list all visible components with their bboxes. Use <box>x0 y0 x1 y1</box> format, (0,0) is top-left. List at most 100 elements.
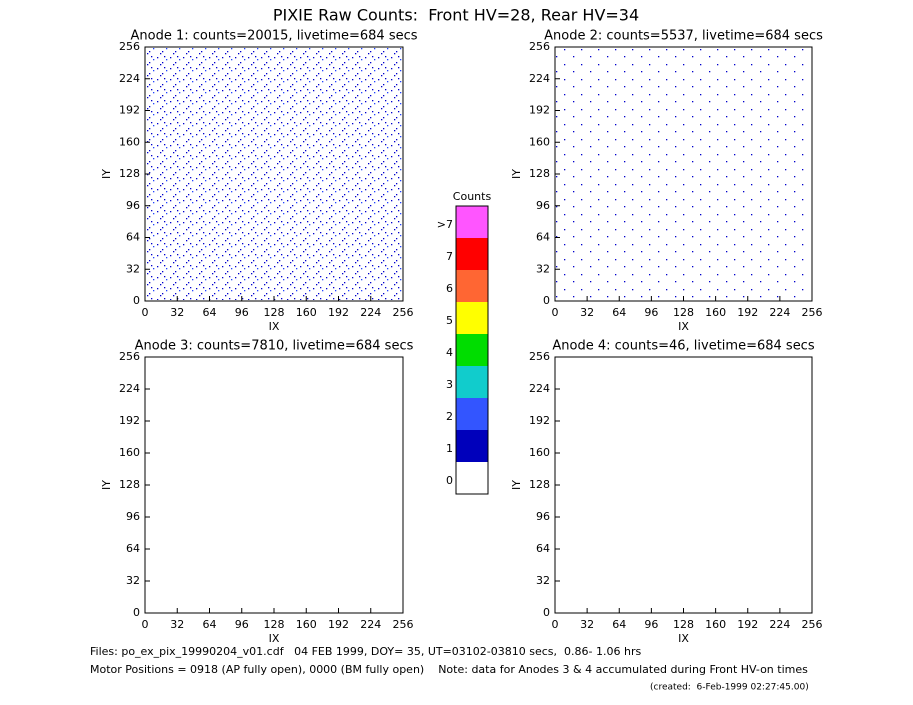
x-tick-label: 224 <box>769 618 790 631</box>
x-tick-label: 128 <box>264 306 285 319</box>
x-tick-label: 0 <box>142 306 149 319</box>
x-tick-label: 192 <box>328 306 349 319</box>
x-tick-label: 256 <box>393 306 414 319</box>
x-tick-label: 160 <box>296 618 317 631</box>
color-cell <box>456 462 488 494</box>
y-tick-label: 192 <box>529 104 550 117</box>
y-tick-label: 64 <box>536 231 550 244</box>
plot-area <box>145 357 403 613</box>
footer-files: Files: po_ex_pix_19990204_v01.cdf 04 FEB… <box>90 645 641 658</box>
footer-created: (created: 6-Feb-1999 02:27:45.00) <box>650 683 809 693</box>
y-tick-label: 224 <box>529 72 550 85</box>
y-tick-label: 160 <box>529 135 550 148</box>
x-tick-label: 0 <box>142 618 149 631</box>
y-axis-label: IY <box>100 480 113 490</box>
x-axis-label: IX <box>269 632 280 645</box>
x-tick-label: 96 <box>644 618 658 631</box>
x-tick-label: 64 <box>203 306 217 319</box>
y-tick-label: 32 <box>126 262 140 275</box>
y-tick-label: 128 <box>529 478 550 491</box>
x-tick-label: 96 <box>235 306 249 319</box>
panel-title: Anode 1: counts=20015, livetime=684 secs <box>130 29 417 44</box>
color-cell <box>456 334 488 366</box>
color-cell <box>456 366 488 398</box>
colorbar-label: 7 <box>446 250 453 263</box>
y-tick-label: 0 <box>543 294 550 307</box>
y-axis-label: IY <box>510 169 523 179</box>
count-texture <box>146 48 402 300</box>
y-axis-label: IY <box>510 480 523 490</box>
plot-area <box>555 357 812 613</box>
x-tick-label: 128 <box>264 618 285 631</box>
colorbar-frame <box>455 205 489 495</box>
y-tick-label: 160 <box>119 446 140 459</box>
y-tick-label: 160 <box>119 135 140 148</box>
panel-title: Anode 4: counts=46, livetime=684 secs <box>552 339 814 354</box>
x-tick-label: 128 <box>673 306 694 319</box>
x-axis-label: IX <box>678 320 689 333</box>
y-tick-label: 224 <box>119 382 140 395</box>
x-tick-label: 192 <box>737 306 758 319</box>
x-tick-label: 192 <box>328 618 349 631</box>
x-tick-label: 256 <box>802 618 823 631</box>
color-cell <box>456 302 488 334</box>
y-tick-label: 256 <box>529 350 550 363</box>
x-tick-label: 128 <box>673 618 694 631</box>
x-tick-label: 64 <box>612 306 626 319</box>
x-tick-label: 160 <box>705 618 726 631</box>
y-tick-label: 128 <box>529 167 550 180</box>
panel-title: Anode 3: counts=7810, livetime=684 secs <box>135 339 414 354</box>
y-tick-label: 96 <box>536 510 550 523</box>
colorbar-label: 3 <box>446 378 453 391</box>
y-tick-label: 64 <box>126 231 140 244</box>
x-tick-label: 32 <box>170 306 184 319</box>
y-tick-label: 256 <box>119 350 140 363</box>
color-cell <box>456 430 488 462</box>
x-tick-label: 64 <box>203 618 217 631</box>
x-tick-label: 224 <box>360 306 381 319</box>
x-axis-label: IX <box>678 632 689 645</box>
footer-motor: Motor Positions = 0918 (AP fully open), … <box>90 663 808 676</box>
colorbar-label: 4 <box>446 346 453 359</box>
x-tick-label: 96 <box>644 306 658 319</box>
main-title: PIXIE Raw Counts: Front HV=28, Rear HV=3… <box>273 6 639 25</box>
y-tick-label: 32 <box>126 574 140 587</box>
x-tick-label: 160 <box>296 306 317 319</box>
x-tick-label: 32 <box>580 618 594 631</box>
x-tick-label: 224 <box>769 306 790 319</box>
colorbar-title: Counts <box>453 190 492 203</box>
x-tick-label: 192 <box>737 618 758 631</box>
y-tick-label: 128 <box>119 167 140 180</box>
color-cell <box>456 398 488 430</box>
y-tick-label: 224 <box>119 72 140 85</box>
x-tick-label: 0 <box>552 306 559 319</box>
color-cell <box>456 206 488 238</box>
y-tick-label: 192 <box>119 414 140 427</box>
y-tick-label: 96 <box>536 199 550 212</box>
y-tick-label: 0 <box>133 606 140 619</box>
y-tick-label: 256 <box>529 40 550 53</box>
y-tick-label: 64 <box>126 542 140 555</box>
y-tick-label: 256 <box>119 40 140 53</box>
x-tick-label: 160 <box>705 306 726 319</box>
y-tick-label: 0 <box>543 606 550 619</box>
colorbar-label: 0 <box>446 474 453 487</box>
y-axis-label: IY <box>100 169 113 179</box>
y-tick-label: 128 <box>119 478 140 491</box>
colorbar-label: >7 <box>437 218 453 231</box>
y-tick-label: 224 <box>529 382 550 395</box>
y-tick-label: 96 <box>126 199 140 212</box>
y-tick-label: 192 <box>119 104 140 117</box>
count-texture <box>556 48 811 300</box>
color-cell <box>456 270 488 302</box>
y-tick-label: 160 <box>529 446 550 459</box>
x-tick-label: 0 <box>552 618 559 631</box>
y-tick-label: 32 <box>536 574 550 587</box>
colorbar-label: 1 <box>446 442 453 455</box>
y-tick-label: 0 <box>133 294 140 307</box>
color-cell <box>456 238 488 270</box>
colorbar-label: 2 <box>446 410 453 423</box>
colorbar-label: 5 <box>446 314 453 327</box>
